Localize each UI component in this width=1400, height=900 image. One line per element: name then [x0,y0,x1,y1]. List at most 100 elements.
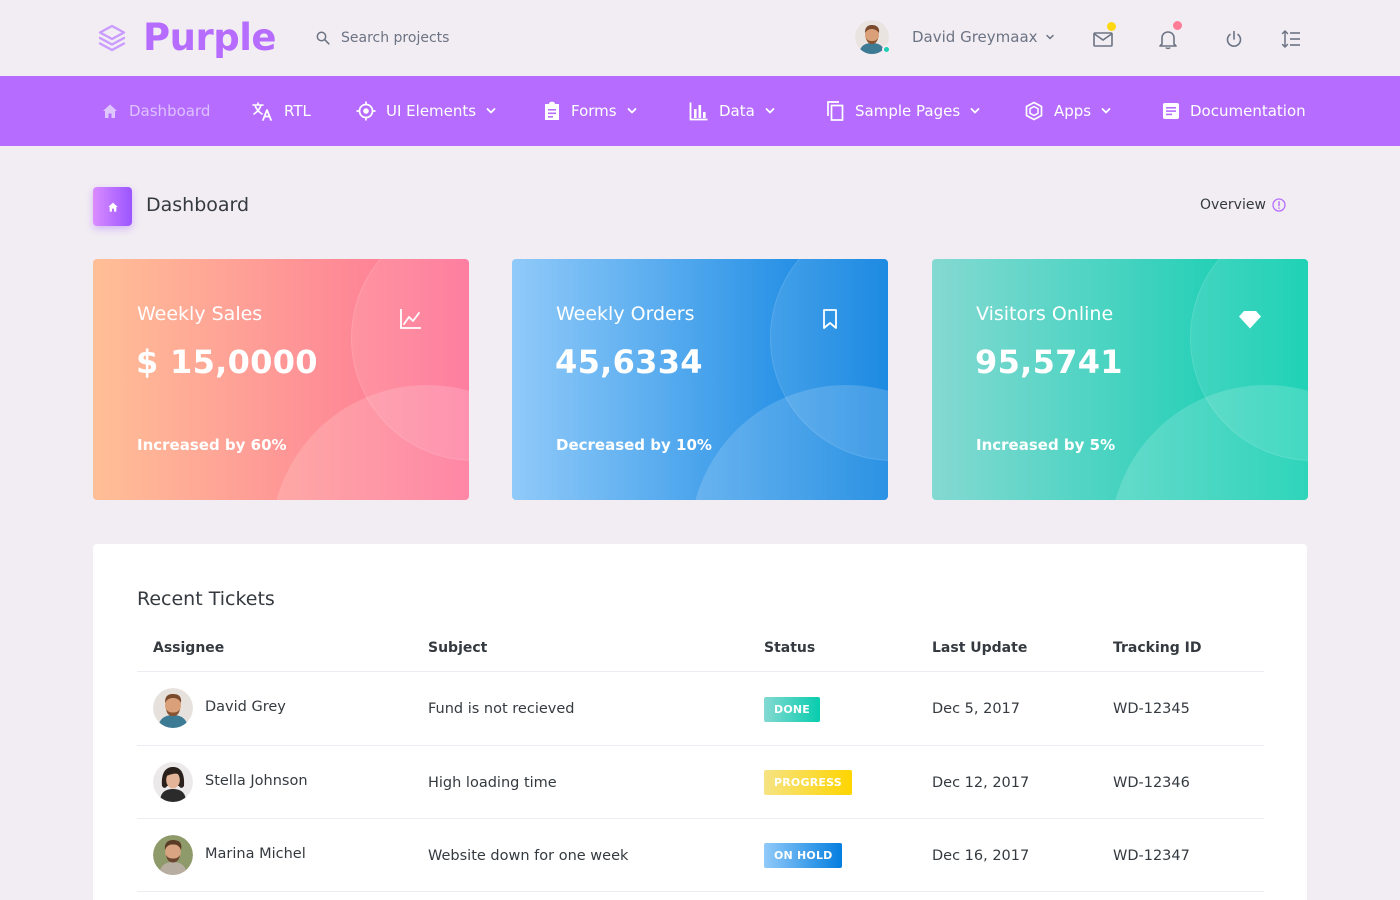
nav-item-label: Forms [571,102,617,120]
last-update: Dec 5, 2017 [932,701,1021,717]
status-badge: ON HOLD [764,843,843,868]
nav-item-rtl[interactable]: RTL [252,100,311,122]
notification-badge [1173,21,1182,30]
assignee-name: David Grey [205,699,286,715]
diamond-icon [1239,311,1261,329]
nav-item-label: RTL [284,102,311,120]
bookmark-icon [823,309,837,329]
chevron-down-icon [1045,34,1054,40]
profile-dropdown[interactable]: David Greymaax [855,20,1056,54]
card-footer: Increased by 60% [137,436,287,454]
horizontal-menu: Dashboard RTL UI Elements Forms [0,76,1400,146]
search-bar [316,26,576,50]
brand-logo[interactable]: Purple [97,18,276,58]
layers-icon [98,24,126,52]
cube-icon [1025,101,1043,121]
avatar-image [855,20,889,54]
assignee-name: Stella Johnson [205,773,308,789]
avatar [153,835,193,875]
card-decoration [690,385,888,500]
nav-item-label: Sample Pages [855,102,961,120]
mail-badge [1107,22,1116,31]
status-badge: PROGRESS [764,770,852,795]
weekly-sales-card: Weekly Sales $ 15,0000 Increased by 60% [93,259,469,500]
column-header-assignee: Assignee [153,640,225,656]
chart-line-icon [400,309,421,329]
tracking-id: WD-12347 [1113,848,1190,864]
recent-tickets-card: Recent Tickets Assignee Subject Status L… [93,544,1307,900]
weekly-orders-card: Weekly Orders 45,6334 Decreased by 10% [512,259,888,500]
last-update: Dec 12, 2017 [932,775,1030,791]
last-update: Dec 16, 2017 [932,848,1030,864]
column-header-status: Status [764,640,816,656]
bell-icon[interactable] [1157,28,1179,50]
page-title: Dashboard [146,194,250,216]
chart-bar-icon [689,102,708,121]
nav-item-sample-pages[interactable]: Sample Pages [825,100,981,122]
home-icon [103,104,117,118]
avatar [153,688,193,728]
format-line-spacing-icon[interactable] [1280,28,1302,50]
power-icon[interactable] [1223,28,1245,50]
top-navbar: Purple David Greymaax [0,0,1400,76]
avatar [153,762,193,802]
chevron-down-icon [627,108,637,114]
ticket-subject: High loading time [428,775,557,791]
divider [137,745,1264,746]
search-input[interactable] [341,30,561,46]
card-decoration [1110,385,1308,500]
tickets-title: Recent Tickets [137,588,275,610]
card-footer: Decreased by 10% [556,436,712,454]
nav-item-forms[interactable]: Forms [543,100,638,122]
nav-item-apps[interactable]: Apps [1024,100,1112,122]
search-icon [316,31,330,45]
copy-icon [827,101,844,121]
nav-item-label: Documentation [1190,102,1306,120]
page-title-icon [93,187,132,226]
nav-item-data[interactable]: Data [689,100,776,122]
file-document-icon [1163,103,1179,119]
visitors-online-card: Visitors Online 95,5741 Increased by 5% [932,259,1308,500]
nav-item-label: Data [719,102,755,120]
divider [137,671,1264,672]
chevron-down-icon [970,108,980,114]
chevron-down-icon [765,108,775,114]
chevron-down-icon [1101,108,1111,114]
overview-label: Overview [1200,197,1266,213]
status-badge: DONE [764,697,821,722]
crosshairs-icon [356,101,376,121]
nav-item-label: Dashboard [129,102,211,120]
card-title: Weekly Sales [137,303,263,325]
card-value: 45,6334 [555,343,703,381]
card-value: $ 15,0000 [136,343,318,381]
tracking-id: WD-12345 [1113,701,1190,717]
mail-icon[interactable] [1092,28,1114,50]
overview-link[interactable]: Overview [1200,197,1286,213]
alert-circle-icon [1272,198,1286,212]
nav-item-dashboard[interactable]: Dashboard [101,100,210,122]
translate-icon [252,102,272,121]
brand-name: Purple [143,16,276,59]
nav-item-label: UI Elements [386,102,477,120]
tracking-id: WD-12346 [1113,775,1190,791]
assignee-name: Marina Michel [205,846,306,862]
nav-item-ui-elements[interactable]: UI Elements [356,100,497,122]
nav-item-documentation[interactable]: Documentation [1162,100,1306,122]
online-status-dot [882,45,891,54]
card-decoration [271,385,469,500]
card-footer: Increased by 5% [976,436,1116,454]
divider [137,818,1264,819]
profile-name: David Greymaax [912,28,1038,46]
column-header-tracking-id: Tracking ID [1113,640,1202,656]
card-value: 95,5741 [975,343,1123,381]
card-title: Visitors Online [976,303,1114,325]
ticket-subject: Website down for one week [428,848,629,864]
divider [137,891,1264,892]
clipboard-icon [545,101,559,120]
column-header-subject: Subject [428,640,488,656]
home-icon [107,202,118,212]
avatar[interactable] [855,20,891,54]
nav-item-label: Apps [1054,102,1092,120]
card-title: Weekly Orders [556,303,695,325]
column-header-last-update: Last Update [932,640,1028,656]
